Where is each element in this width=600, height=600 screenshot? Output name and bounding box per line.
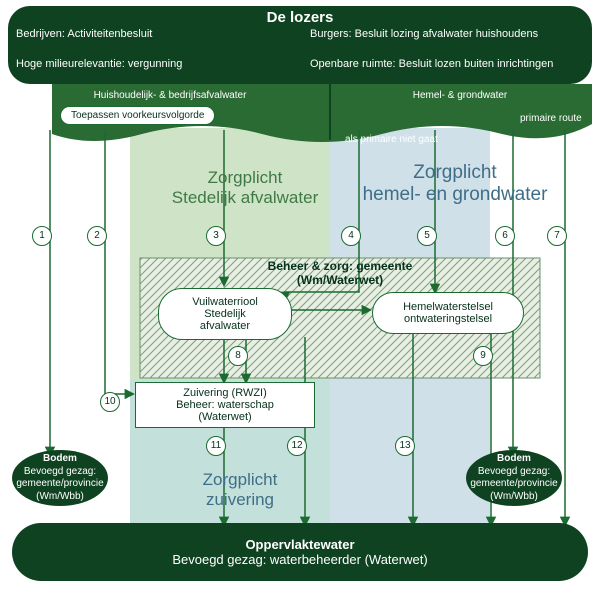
num-13: 13: [395, 436, 415, 456]
arrow-a2: [105, 130, 133, 394]
beheer-title: Beheer & zorg: gemeente(Wm/Waterwet): [268, 260, 413, 288]
hdr-tl: Bedrijven: Activiteitenbesluit: [16, 28, 152, 41]
zone-left-title: ZorgplichtStedelijk afvalwater: [160, 168, 330, 207]
header-title: De lozers: [267, 9, 334, 26]
hdr-tr: Burgers: Besluit lozing afvalwater huish…: [310, 28, 538, 41]
hemelwaterstelsel-box: Hemelwaterstelselontwateringstelsel: [372, 292, 524, 334]
num-12: 12: [287, 436, 307, 456]
num-3: 3: [206, 226, 226, 246]
vuilwaterriool-box: VuilwaterrioolStedelijkafvalwater: [158, 288, 292, 340]
hdr-br: Openbare ruimte: Besluit lozen buiten in…: [310, 58, 553, 71]
num-11: 11: [206, 436, 226, 456]
rwzi-box: Zuivering (RWZI)Beheer: waterschap(Water…: [135, 382, 315, 428]
num-9: 9: [473, 346, 493, 366]
opp-title: OppervlaktewaterBevoegd gezag: waterbehe…: [172, 538, 427, 568]
band-left: Huishoudelijk- & bedrijfsafvalwater: [94, 90, 247, 102]
zone-bottom-title: Zorgplichtzuivering: [170, 470, 310, 509]
num-8: 8: [228, 346, 248, 366]
hdr-bl: Hoge milieurelevantie: vergunning: [16, 58, 182, 71]
num-1: 1: [32, 226, 52, 246]
pill-voorkeursvolgorde: Toepassen voorkeursvolgorde: [60, 106, 215, 125]
bodem-right: BodemBevoegd gezag:gemeente/provincie(Wm…: [466, 450, 562, 506]
num-5: 5: [417, 226, 437, 246]
note-primaire-route: primaire route: [520, 113, 582, 125]
band-right: Hemel- & grondwater: [413, 90, 507, 102]
bodem-left: BodemBevoegd gezag:gemeente/provincie(Wm…: [12, 450, 108, 506]
num-2: 2: [87, 226, 107, 246]
num-6: 6: [495, 226, 515, 246]
note-primaire-niet: als primaire niet gaat: [345, 134, 438, 146]
num-7: 7: [547, 226, 567, 246]
zone-right-title: Zorgplichthemel- en grondwater: [340, 162, 570, 206]
num-4: 4: [341, 226, 361, 246]
num-10: 10: [100, 392, 120, 412]
